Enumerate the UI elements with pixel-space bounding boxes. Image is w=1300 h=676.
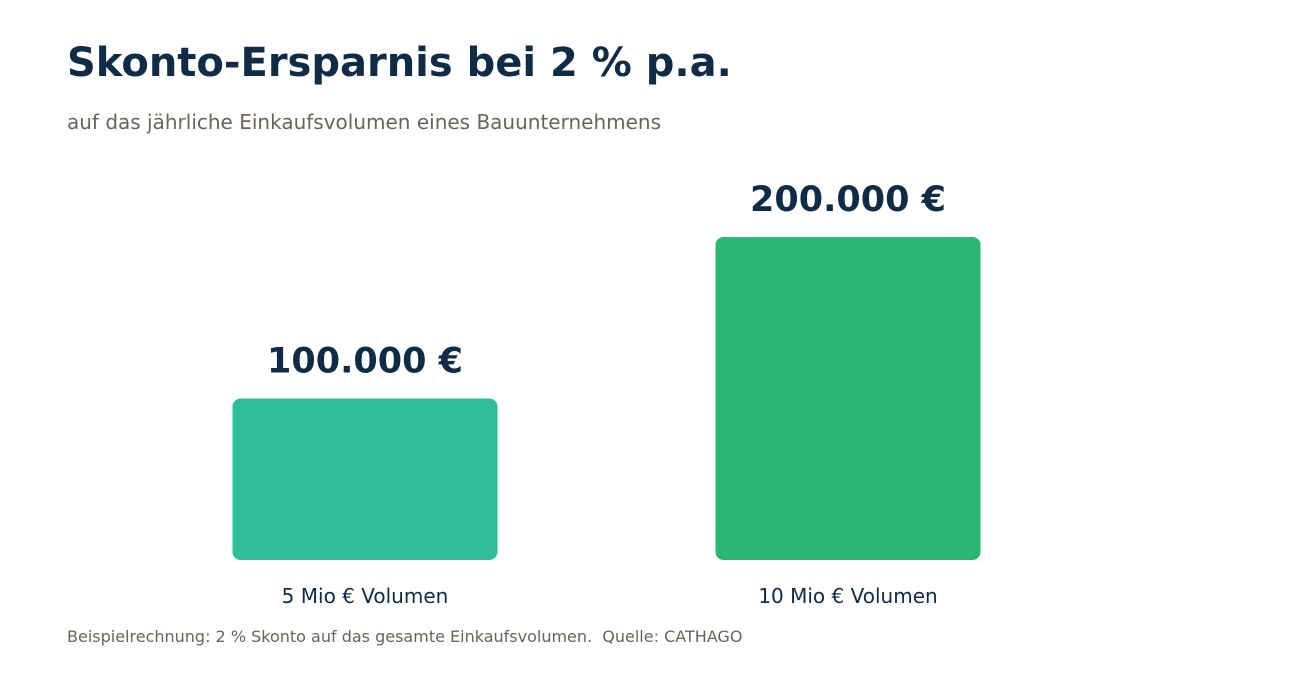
bar-2 (715, 237, 981, 560)
bar-1 (232, 398, 498, 560)
category-label-1: 5 Mio € Volumen (282, 584, 449, 608)
source-note: Beispielrechnung: 2 % Skonto auf das ges… (67, 627, 743, 646)
bar-value-label-1: 100.000 € (267, 342, 463, 382)
category-label-2: 10 Mio € Volumen (758, 584, 937, 608)
chart-title: Skonto-Ersparnis bei 2 % p.a. (67, 40, 732, 86)
bar-value-label-2: 200.000 € (750, 180, 946, 220)
chart-subtitle: auf das jährliche Einkaufsvolumen eines … (67, 110, 662, 134)
